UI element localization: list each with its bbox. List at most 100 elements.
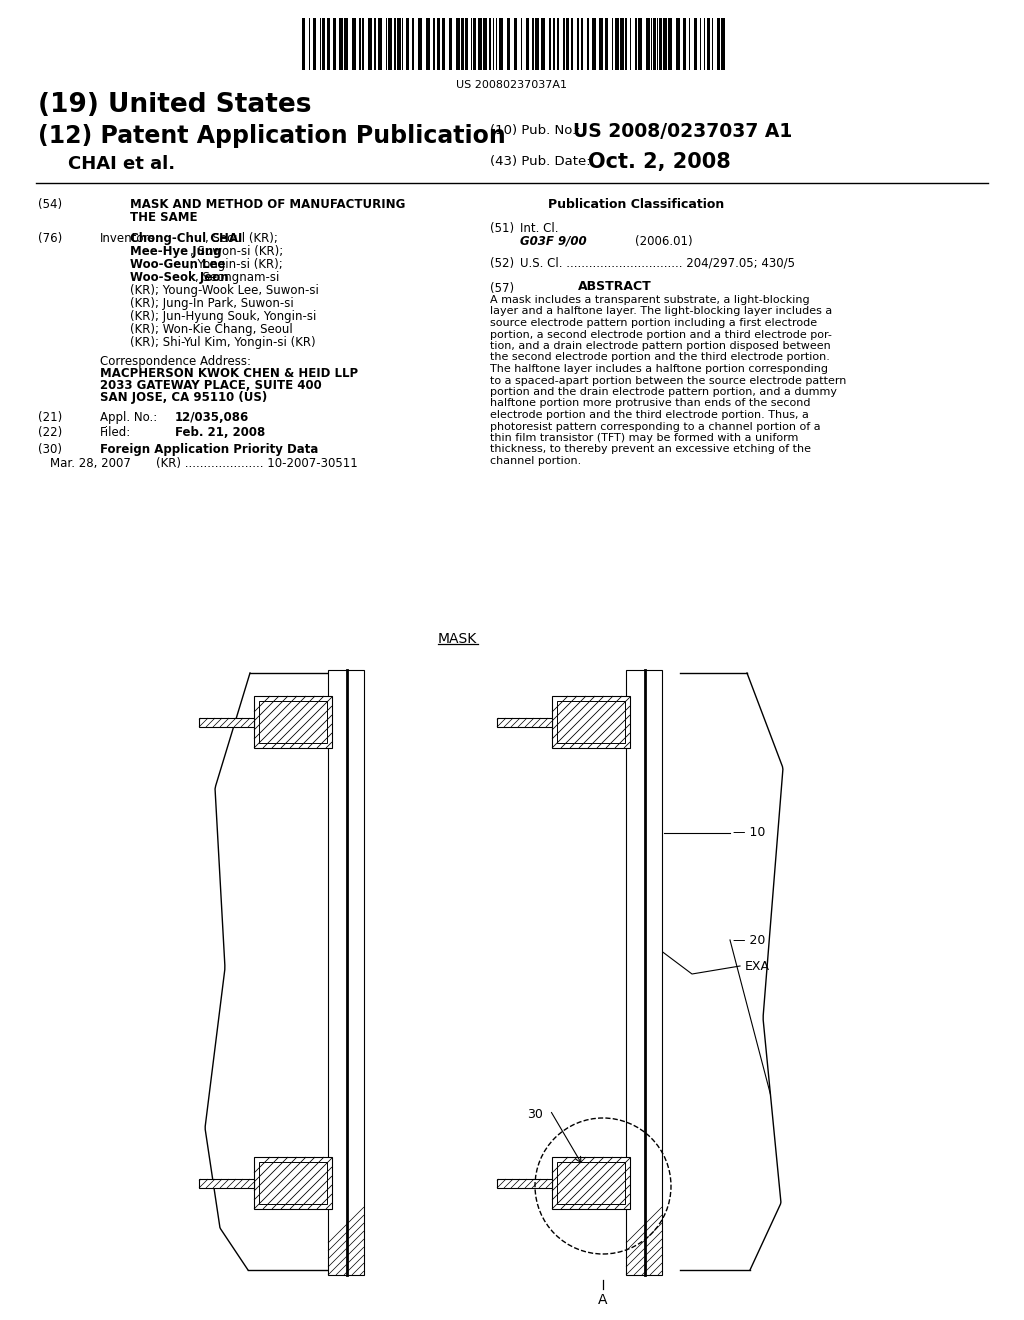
Bar [344,18,348,70]
Text: Appl. No.:: Appl. No.: [100,411,158,424]
Bar [638,18,642,70]
Bar [571,18,573,70]
Text: (12) Patent Application Publication: (12) Patent Application Publication [38,124,506,148]
Text: layer and a halftone layer. The light-blocking layer includes a: layer and a halftone layer. The light-bl… [490,306,833,317]
Text: (52): (52) [490,257,514,271]
Bar [378,18,382,70]
Bar [532,18,534,70]
Bar [333,18,336,70]
Text: CHAI et al.: CHAI et al. [68,154,175,173]
Bar [717,18,720,70]
Bar [552,696,630,748]
Text: (KR); Young-Wook Lee, Suwon-si: (KR); Young-Wook Lee, Suwon-si [130,284,318,297]
Bar [683,18,686,70]
Bar [577,18,579,70]
Text: A: A [598,1294,608,1307]
Bar [426,18,430,70]
Text: (22): (22) [38,426,62,440]
Text: THE SAME: THE SAME [130,211,198,224]
Text: , Seoul (KR);: , Seoul (KR); [205,232,278,246]
Text: The halftone layer includes a halftone portion corresponding: The halftone layer includes a halftone p… [490,364,828,374]
Bar [599,18,603,70]
Text: 2033 GATEWAY PLACE, SUITE 400: 2033 GATEWAY PLACE, SUITE 400 [100,379,322,392]
Text: US 20080237037A1: US 20080237037A1 [457,81,567,90]
Bar [592,18,596,70]
Text: (57): (57) [490,282,514,294]
Text: (51): (51) [490,222,514,235]
Bar [352,18,356,70]
Text: Chong-Chul CHAI: Chong-Chul CHAI [130,232,243,246]
Text: Mar. 28, 2007: Mar. 28, 2007 [50,457,131,470]
Bar [552,1158,630,1209]
Text: the second electrode portion and the third electrode portion.: the second electrode portion and the thi… [490,352,829,363]
Bar [397,18,401,70]
Text: (KR) ..................... 10-2007-30511: (KR) ..................... 10-2007-30511 [156,457,357,470]
Bar [694,18,697,70]
Text: photoresist pattern corresponding to a channel portion of a: photoresist pattern corresponding to a c… [490,421,820,432]
Text: thin film transistor (TFT) may be formed with a uniform: thin film transistor (TFT) may be formed… [490,433,799,444]
Text: — 20: — 20 [733,933,765,946]
Text: (54): (54) [38,198,62,211]
Text: Oct. 2, 2008: Oct. 2, 2008 [588,152,731,172]
Text: U.S. Cl. ............................... 204/297.05; 430/5: U.S. Cl. ...............................… [520,257,795,271]
Bar [406,18,409,70]
Bar [374,18,376,70]
Text: G03F 9/00: G03F 9/00 [520,235,587,248]
Bar [499,18,503,70]
Bar [497,718,552,727]
Bar [497,1179,552,1188]
Bar [549,18,551,70]
Bar [707,18,710,70]
Bar [615,18,618,70]
Text: halftone portion more protrusive than ends of the second: halftone portion more protrusive than en… [490,399,811,408]
Bar [199,718,254,727]
Text: Filed:: Filed: [100,426,131,440]
Text: ABSTRACT: ABSTRACT [578,280,651,293]
Bar [581,18,583,70]
Text: Foreign Application Priority Data: Foreign Application Priority Data [100,444,318,455]
Bar [302,18,305,70]
Text: Int. Cl.: Int. Cl. [520,222,558,235]
Text: tion, and a drain electrode pattern portion disposed between: tion, and a drain electrode pattern port… [490,341,830,351]
Bar [254,1158,332,1209]
Bar [566,18,569,70]
Bar [199,1179,254,1188]
Bar [626,671,662,1275]
Bar [254,696,332,748]
Text: , Yongin-si (KR);: , Yongin-si (KR); [190,257,283,271]
Text: (43) Pub. Date:: (43) Pub. Date: [490,154,591,168]
Text: (KR); Jun-Hyung Souk, Yongin-si: (KR); Jun-Hyung Souk, Yongin-si [130,310,316,323]
Text: , Suwon-si (KR);: , Suwon-si (KR); [190,246,284,257]
Bar [620,18,624,70]
Bar [557,701,625,743]
Text: , Seongnam-si: , Seongnam-si [195,271,280,284]
Bar [514,18,517,70]
Bar [259,1162,327,1204]
Text: (21): (21) [38,411,62,424]
Text: source electrode pattern portion including a first electrode: source electrode pattern portion includi… [490,318,817,327]
Text: (10) Pub. No.:: (10) Pub. No.: [490,124,581,137]
Text: (KR); Won-Kie Chang, Seoul: (KR); Won-Kie Chang, Seoul [130,323,293,337]
Bar [368,18,372,70]
Bar [635,18,637,70]
Bar [442,18,445,70]
Bar [394,18,396,70]
Text: (KR); Shi-Yul Kim, Yongin-si (KR): (KR); Shi-Yul Kim, Yongin-si (KR) [130,337,315,348]
Text: MASK: MASK [438,632,477,645]
Bar [507,18,510,70]
Bar [478,18,482,70]
Bar [473,18,476,70]
Bar [668,18,672,70]
Bar [437,18,440,70]
Text: 30: 30 [527,1109,543,1122]
Text: Feb. 21, 2008: Feb. 21, 2008 [175,426,265,440]
Text: portion, a second electrode portion and a third electrode por-: portion, a second electrode portion and … [490,330,831,339]
Bar [659,18,662,70]
Text: MACPHERSON KWOK CHEN & HEID LLP: MACPHERSON KWOK CHEN & HEID LLP [100,367,358,380]
Bar [433,18,435,70]
Text: Inventors:: Inventors: [100,232,160,246]
Text: to a spaced-apart portion between the source electrode pattern: to a spaced-apart portion between the so… [490,375,847,385]
Bar [327,18,330,70]
Text: Mee-Hye Jung: Mee-Hye Jung [130,246,221,257]
Bar [676,18,680,70]
